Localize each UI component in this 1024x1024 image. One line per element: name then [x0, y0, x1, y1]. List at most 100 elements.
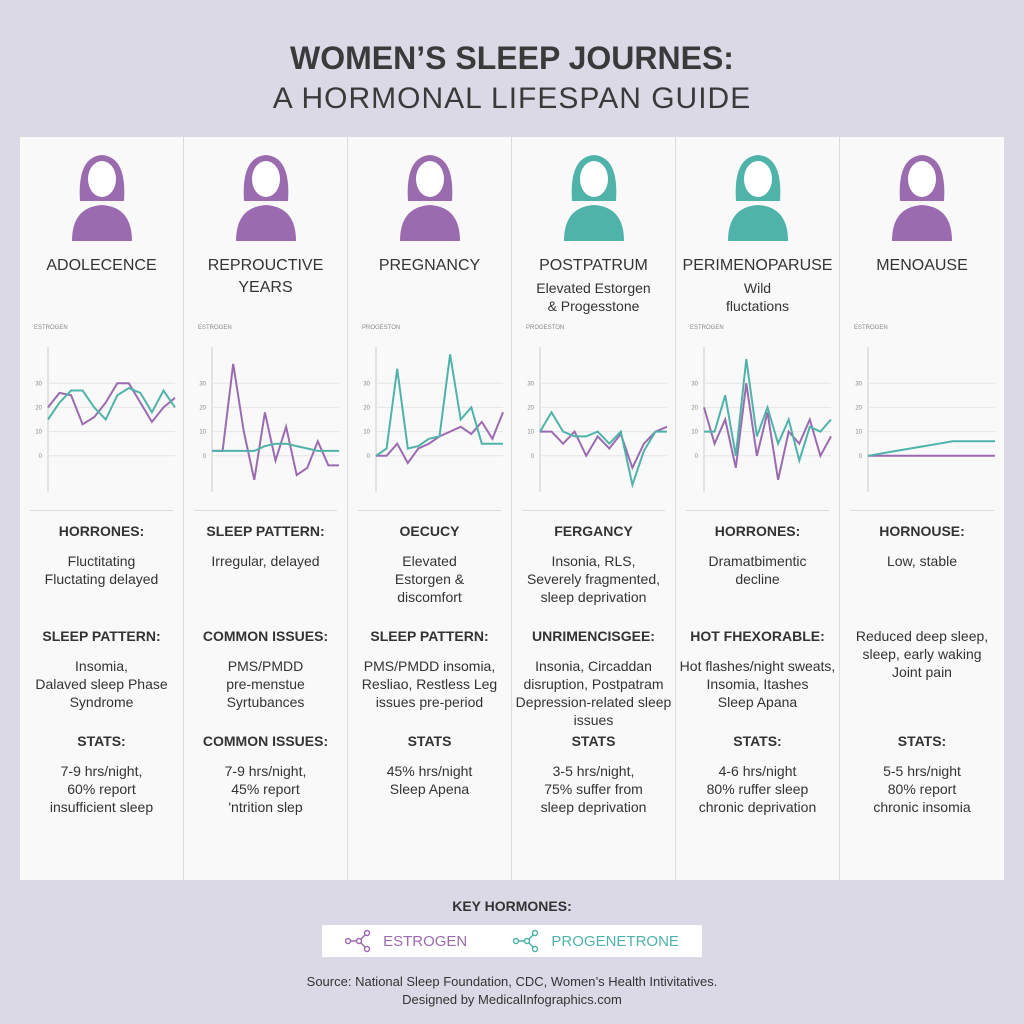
column: PERIMENOPARUSE Wild fluctations ESTROGEN 0 1…: [676, 137, 840, 880]
divider: [194, 510, 337, 511]
body: [236, 205, 296, 241]
y-tick-label: 0: [859, 454, 863, 460]
section-text: Reduced deep sleep, sleep, early waking …: [855, 628, 989, 680]
y-tick-label: 20: [35, 405, 42, 411]
hormone-line: [703, 383, 832, 481]
y-tick-label: 0: [39, 454, 43, 460]
section-text: 45% hrs/night Sleep Apena: [386, 763, 473, 797]
section-text: 5-5 hrs/night 80% report chronic insomia: [873, 763, 971, 815]
y-tick-label: 10: [199, 430, 206, 436]
stage-name: REPROUCTIVE YEARS: [207, 257, 324, 296]
y-tick-label: 20: [527, 405, 534, 411]
chart: PROGESTON 0 10 20 30: [526, 325, 668, 492]
section-heading: STATS: [571, 733, 616, 749]
legend: ESTROGEN PROGENETRONE: [322, 925, 702, 957]
section: STATS: 7-9 hrs/night, 60% report insuffic…: [20, 732, 183, 816]
section-text: Elevated Estorgen & discomfort: [394, 553, 465, 605]
section-heading: FERGANCY: [554, 523, 633, 539]
person-icon: [892, 155, 952, 241]
stage-note: Wild fluctations: [725, 280, 790, 314]
section: UNRIMENCISGEE: Insonia, Circaddan disrupt…: [512, 627, 675, 729]
atom: [532, 945, 539, 953]
chart: ESTROGEN 0 10 20 30: [34, 325, 176, 492]
chart-label: ESTROGEN: [854, 325, 888, 331]
section: HORRONES: Fluctitating Fluctating delayed: [20, 522, 183, 588]
section: OECUCY Elevated Estorgen & discomfort: [348, 522, 511, 606]
divider: [30, 510, 173, 511]
person-icon: [236, 155, 296, 241]
y-tick-label: 10: [527, 430, 534, 436]
person-icon: [728, 155, 788, 241]
y-tick-label: 30: [855, 381, 862, 387]
stage-name: POSTPATRUM: [539, 257, 648, 274]
hormone-line: [704, 358, 832, 465]
divider: [686, 510, 829, 511]
source: Source: National Sleep Foundation, CDC, …: [306, 974, 718, 989]
section-heading: HOT FHEXORABLE:: [690, 628, 825, 644]
stage-name: PREGNANCY: [378, 257, 481, 274]
section-heading: HORRONES:: [714, 523, 801, 539]
face: [88, 161, 116, 197]
column: PREGNANCY PROGESTON 0 10 20 30 OECUCY Elevated …: [348, 137, 512, 880]
chart: ESTROGEN 0 10 20 30: [690, 325, 832, 492]
chart: PROGESTON 0 10 20 30: [362, 325, 504, 492]
hormone-line: [47, 386, 176, 422]
section-heading: COMMON ISSUES:: [202, 733, 329, 749]
chart-label: PROGESTON: [362, 325, 400, 331]
section-text: PMS/PMDD insomia, Resliao, Restless Leg …: [361, 658, 498, 710]
section: SLEEP PATTERN: Irregular, delayed: [184, 522, 347, 570]
section: STATS 45% hrs/night Sleep Apena: [348, 732, 511, 798]
section: STATS: 5-5 hrs/night 80% report chronic i…: [840, 732, 1004, 816]
y-tick-label: 20: [363, 405, 370, 411]
y-tick-label: 30: [363, 381, 370, 387]
person-icon: [564, 155, 624, 241]
section-text: Low, stable: [886, 553, 958, 569]
section: FERGANCY Insonia, RLS, Severely fragmente…: [512, 522, 675, 606]
y-tick-label: 30: [199, 381, 206, 387]
section-heading: STATS:: [897, 733, 947, 749]
panel: ADOLECENCE ESTROGEN 0 10 20 30 HORRONES: Flucti…: [20, 137, 1004, 880]
hormone-line: [212, 363, 339, 481]
section-heading: SLEEP PATTERN:: [42, 628, 161, 644]
y-tick-label: 0: [531, 454, 535, 460]
atom: [363, 945, 371, 953]
person-icon: [72, 155, 132, 241]
chart-label: ESTROGEN: [690, 325, 724, 331]
hormone-line: [212, 442, 339, 452]
atom: [513, 937, 520, 945]
title: WOMEN’S SLEEP JOURNES:: [290, 40, 734, 76]
atom: [363, 929, 371, 937]
y-tick-label: 10: [35, 430, 42, 436]
y-tick-label: 10: [855, 430, 862, 436]
chart-label: PROGESTON: [526, 325, 564, 331]
face: [580, 161, 608, 197]
hormone-line: [539, 410, 667, 489]
body: [564, 205, 624, 241]
column: MENOAUSE ESTROGEN 0 10 20 30 HORNOUSE: Low, sta…: [840, 137, 1004, 880]
section: Reduced deep sleep, sleep, early waking …: [840, 627, 1004, 681]
hormone-line: [375, 354, 503, 457]
section-heading: STATS:: [77, 733, 126, 749]
y-tick-label: 10: [691, 430, 698, 436]
section: HORRONES: Dramatbimentic decline: [676, 522, 839, 588]
column: REPROUCTIVE YEARS ESTROGEN 0 10 20 30 SLEEP PA…: [184, 137, 348, 880]
section-heading: SLEEP PATTERN:: [370, 628, 489, 644]
section-text: Insonia, RLS, Severely fragmented, sleep…: [526, 553, 661, 605]
section-heading: UNRIMENCISGEE:: [532, 628, 655, 644]
y-tick-label: 0: [367, 454, 371, 460]
section-text: 7-9 hrs/night, 45% report 'ntrition slep: [224, 763, 307, 815]
section: HORNOUSE: Low, stable: [840, 522, 1004, 570]
atom: [355, 937, 363, 945]
face: [908, 161, 936, 197]
section: STATS 3-5 hrs/night, 75% suffer from slee…: [512, 732, 675, 816]
atom: [524, 937, 531, 945]
face: [416, 161, 444, 197]
section-heading: HORRONES:: [58, 523, 145, 539]
section: SLEEP PATTERN: Insomia, Dalaved sleep Pha…: [20, 627, 183, 711]
legend-item: ESTROGEN: [345, 929, 467, 953]
y-tick-label: 0: [695, 454, 699, 460]
section-text: Insonia, Circaddan disruption, Postpatra…: [515, 658, 672, 728]
section: STATS: 4-6 hrs/night 80% ruffer sleep chr…: [676, 732, 839, 816]
y-tick-label: 0: [203, 454, 207, 460]
legend-title: KEY HORMONES:: [452, 898, 572, 914]
